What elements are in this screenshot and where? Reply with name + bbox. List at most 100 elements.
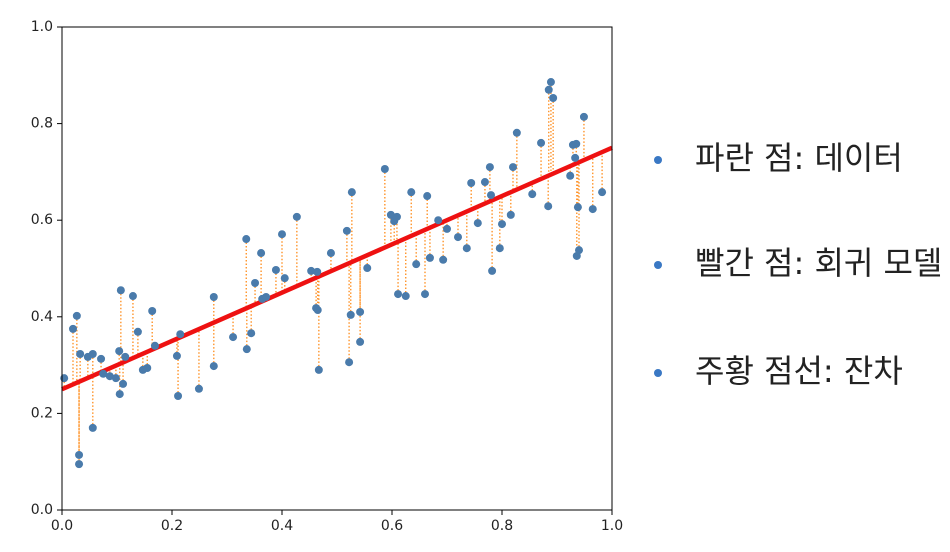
data-point	[462, 244, 471, 253]
data-point	[174, 392, 183, 401]
data-point	[412, 260, 421, 269]
y-tick-label: 0.6	[31, 212, 53, 228]
data-point	[128, 292, 137, 301]
data-point	[528, 190, 537, 199]
data-point	[454, 233, 462, 242]
x-tick-label: 1.0	[601, 518, 623, 534]
data-point	[571, 153, 580, 162]
data-point	[150, 341, 159, 350]
data-point	[262, 292, 271, 301]
data-point	[60, 374, 69, 383]
data-point	[480, 178, 489, 187]
data-point	[423, 192, 432, 201]
data-point	[566, 171, 575, 180]
data-point	[88, 423, 97, 432]
data-point	[473, 219, 482, 228]
x-tick-label: 0.0	[51, 518, 73, 534]
x-tick-label: 0.6	[381, 518, 403, 534]
data-point	[121, 352, 130, 361]
data-point	[314, 365, 323, 374]
data-point	[292, 212, 301, 221]
data-point	[72, 311, 81, 320]
data-point	[467, 179, 476, 188]
data-point	[544, 202, 553, 211]
x-tick-label: 0.4	[271, 518, 293, 534]
data-point	[386, 210, 395, 219]
data-point	[176, 330, 185, 339]
y-tick-label: 0.0	[31, 502, 53, 518]
data-point	[148, 307, 157, 316]
data-point	[257, 249, 266, 258]
data-point	[209, 292, 218, 301]
data-point	[133, 327, 142, 336]
data-point	[229, 333, 238, 342]
data-point	[546, 78, 555, 87]
data-point	[573, 203, 582, 212]
data-point	[88, 349, 97, 358]
bullet	[654, 156, 662, 164]
data-point	[172, 351, 181, 360]
data-point	[485, 163, 494, 172]
bullet	[654, 261, 662, 269]
note-text: 주황 점선: 잔차	[695, 352, 903, 390]
bullet	[654, 369, 662, 377]
data-point	[363, 264, 372, 273]
data-point	[498, 220, 506, 229]
data-point	[97, 354, 106, 363]
data-point	[347, 188, 356, 197]
data-point	[271, 265, 280, 274]
data-point	[425, 253, 434, 262]
data-point	[495, 244, 504, 253]
data-point	[307, 266, 316, 275]
data-point	[392, 212, 401, 221]
note-text: 파란 점: 데이터	[695, 139, 903, 177]
y-tick-label: 1.0	[31, 19, 53, 35]
data-point	[439, 255, 448, 264]
data-point	[99, 369, 108, 378]
data-point	[512, 128, 521, 137]
data-point	[598, 188, 607, 197]
data-point	[313, 267, 322, 276]
plot-frame	[61, 26, 613, 511]
data-point	[588, 205, 597, 214]
data-point	[69, 324, 77, 333]
data-point	[75, 460, 84, 469]
y-tick-label: 0.8	[31, 116, 53, 132]
data-point	[75, 450, 84, 459]
data-point	[105, 372, 114, 381]
data-point	[488, 266, 497, 275]
data-point	[342, 226, 351, 235]
data-point	[421, 290, 429, 299]
data-point	[278, 230, 286, 239]
data-point	[76, 349, 85, 358]
x-tick-label: 0.8	[491, 518, 513, 534]
data-point	[509, 163, 517, 172]
data-point	[443, 224, 451, 233]
data-point	[346, 310, 355, 319]
data-point	[242, 235, 251, 244]
data-point	[115, 347, 124, 356]
data-point	[506, 210, 515, 219]
data-point	[549, 94, 558, 103]
data-point	[280, 274, 289, 283]
data-point	[544, 85, 553, 94]
data-point	[111, 374, 120, 383]
data-point	[247, 329, 256, 338]
y-tick-label: 0.4	[31, 309, 53, 325]
data-point	[143, 363, 152, 372]
data-point	[194, 384, 203, 393]
note-text: 빨간 점: 회귀 모델	[695, 244, 942, 282]
data-point	[434, 216, 443, 225]
data-point	[116, 286, 125, 295]
data-point	[380, 165, 389, 174]
data-point	[251, 278, 260, 287]
data-point	[537, 138, 546, 147]
data-point	[575, 246, 583, 255]
data-point	[356, 337, 365, 346]
data-point	[572, 139, 581, 148]
data-point	[119, 379, 128, 388]
data-point	[326, 249, 335, 258]
data-point	[401, 292, 410, 301]
